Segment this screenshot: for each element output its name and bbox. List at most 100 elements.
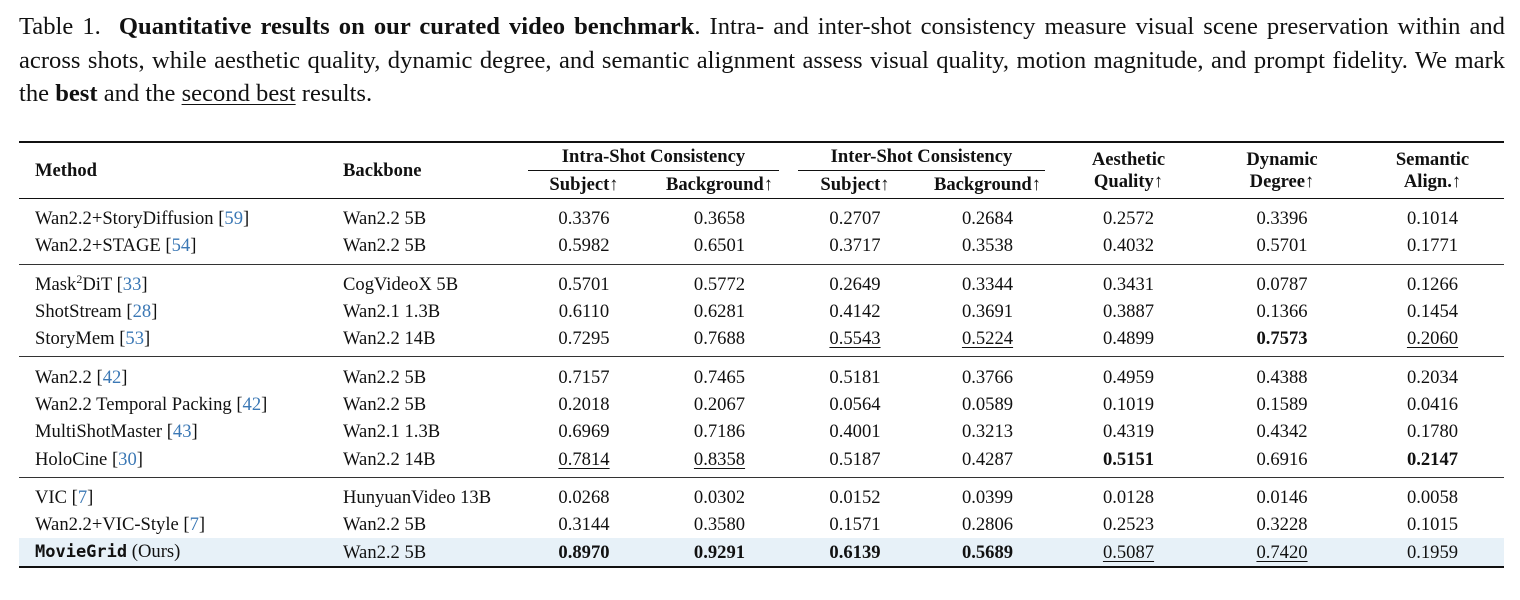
table-row: Mask2DiT [33] CogVideoX 5B 0.5701 0.5772… xyxy=(19,263,1505,298)
table-caption: Table 1. Quantitative results on our cur… xyxy=(19,10,1505,111)
value-cell: 0.7186 xyxy=(693,421,746,443)
header-dynamic-line1: Dynamic xyxy=(1246,148,1318,170)
citation-link[interactable]: 28 xyxy=(132,301,152,323)
value-cell: 0.1015 xyxy=(1406,514,1459,536)
table-row: Wan2.2 [42] Wan2.2 5B 0.7157 0.7465 0.51… xyxy=(19,356,1505,391)
caption-best-word: best xyxy=(55,80,98,107)
value-cell: 0.4899 xyxy=(1102,328,1155,350)
value-cell: 0.4001 xyxy=(829,421,881,443)
table-row-ours: MovieGrid (Ours) Wan2.2 5B 0.8970 0.9291… xyxy=(19,538,1505,569)
value-cell: 0.3144 xyxy=(558,514,610,536)
backbone-cell: Wan2.2 5B xyxy=(343,208,427,230)
value-cell: 0.0564 xyxy=(829,393,881,415)
citation-link[interactable]: 33 xyxy=(122,273,142,295)
value-cell: 0.1454 xyxy=(1406,301,1459,323)
method-name-prefix: Mask xyxy=(35,273,77,295)
second-best-value: 0.2060 xyxy=(1406,328,1459,350)
citation-link[interactable]: 54 xyxy=(171,235,191,257)
value-cell: 0.5701 xyxy=(518,263,650,298)
second-best-value: 0.5543 xyxy=(829,328,881,350)
backbone-cell: Wan2.2 14B xyxy=(343,328,436,350)
value-cell: 0.4388 xyxy=(1203,356,1362,391)
method-name: Wan2.2 xyxy=(35,366,92,388)
second-best-value: 0.5224 xyxy=(961,328,1014,350)
method-cell: ShotStream [28] xyxy=(35,301,158,323)
citation-link[interactable]: 43 xyxy=(172,421,192,443)
header-aesthetic-line2: Quality↑ xyxy=(1093,170,1164,192)
citation-link[interactable]: 7 xyxy=(189,514,199,536)
value-cell: 0.6916 xyxy=(1256,448,1308,470)
citation-link[interactable]: 42 xyxy=(242,393,262,415)
value-cell: 0.0589 xyxy=(961,393,1014,415)
method-cell: Wan2.2+StoryDiffusion [59] xyxy=(35,208,250,230)
method-name: Wan2.2 Temporal Packing xyxy=(35,393,232,415)
ours-label: (Ours) xyxy=(131,541,181,563)
value-cell: 0.4959 xyxy=(1054,356,1204,391)
value-cell: 0.7157 xyxy=(518,356,650,391)
value-cell: 0.7420 xyxy=(1203,538,1362,569)
value-cell: 0.8358 xyxy=(650,445,789,477)
value-cell: 0.7814 xyxy=(518,445,650,477)
method-name: HoloCine xyxy=(35,448,108,470)
value-cell: 0.2060 xyxy=(1361,325,1504,357)
header-method: Method xyxy=(19,141,343,199)
value-cell: 0.2707 xyxy=(829,208,881,230)
backbone-cell: Wan2.2 5B xyxy=(343,538,518,569)
citation-link[interactable]: 53 xyxy=(125,328,144,350)
table-row: VIC [7] HunyuanVideo 13B 0.0268 0.0302 0… xyxy=(19,476,1505,511)
value-cell: 0.3396 xyxy=(1256,208,1308,230)
citation-link[interactable]: 59 xyxy=(224,208,244,230)
citation-link[interactable]: 30 xyxy=(118,448,137,470)
value-cell: 0.7688 xyxy=(693,328,746,350)
header-inter-shot-label: Inter-Shot Consistency xyxy=(798,146,1045,171)
value-cell: 0.5701 xyxy=(1256,235,1308,257)
value-cell: 0.5181 xyxy=(789,356,921,391)
value-cell: 0.5772 xyxy=(650,263,789,298)
header-semantic: Semantic Align.↑ xyxy=(1361,141,1505,199)
header-row-2: Subject↑ Background↑ Subject↑ Background… xyxy=(19,171,1504,199)
value-cell: 0.1266 xyxy=(1361,263,1505,298)
caption-tail: results. xyxy=(295,80,373,107)
method-name: VIC xyxy=(35,486,68,508)
value-cell: 0.3376 xyxy=(558,208,610,230)
value-cell: 0.0399 xyxy=(921,476,1055,511)
results-table-wrapper: Method Backbone Intra-Shot Consistency I… xyxy=(19,141,1505,569)
value-cell: 0.4342 xyxy=(1256,421,1308,443)
header-intra-shot-label: Intra-Shot Consistency xyxy=(527,146,780,171)
table-row: Wan2.2+STAGE [54] Wan2.2 5B 0.5982 0.650… xyxy=(19,232,1504,264)
citation-link[interactable]: 42 xyxy=(102,366,122,388)
value-cell: 0.5224 xyxy=(921,325,1054,357)
table-row: ShotStream [28] Wan2.1 1.3B 0.6110 0.628… xyxy=(19,298,1504,325)
citation-link[interactable]: 7 xyxy=(77,486,88,508)
value-cell: 0.6969 xyxy=(558,421,610,443)
value-cell: 0.2523 xyxy=(1102,514,1155,536)
value-cell: 0.7295 xyxy=(558,328,610,350)
method-name-superscript: 2 xyxy=(76,271,83,286)
header-dynamic-line2: Degree↑ xyxy=(1249,170,1315,192)
method-cell: Wan2.2 Temporal Packing [42] xyxy=(35,393,268,415)
value-cell: 0.5982 xyxy=(558,235,610,257)
value-cell: 0.2034 xyxy=(1361,356,1505,391)
backbone-cell: Wan2.2 5B xyxy=(343,356,518,391)
value-cell: 0.2649 xyxy=(789,263,921,298)
value-cell: 0.3717 xyxy=(829,235,881,257)
table-row: MultiShotMaster [43] Wan2.1 1.3B 0.6969 … xyxy=(19,418,1504,445)
header-semantic-line2: Align.↑ xyxy=(1403,170,1462,192)
header-aesthetic: Aesthetic Quality↑ xyxy=(1054,141,1204,199)
value-cell: 0.3213 xyxy=(961,421,1014,443)
value-cell: 0.0152 xyxy=(789,476,921,511)
table-row: Wan2.2+StoryDiffusion [59] Wan2.2 5B 0.3… xyxy=(19,199,1504,233)
best-value: 0.5151 xyxy=(1102,448,1155,470)
value-cell: 0.6281 xyxy=(693,301,746,323)
best-value: 0.5689 xyxy=(921,538,1055,569)
method-cell: Wan2.2+STAGE [54] xyxy=(35,235,197,257)
second-best-value: 0.7814 xyxy=(558,448,610,470)
value-cell: 0.5543 xyxy=(789,325,921,357)
header-inter-subject: Subject↑ xyxy=(789,171,921,199)
second-best-value: 0.8358 xyxy=(693,448,746,470)
value-cell: 0.0128 xyxy=(1054,476,1204,511)
caption-text: . Intra- and inter-shot consistency meas… xyxy=(19,13,1505,107)
value-cell: 0.1014 xyxy=(1406,208,1459,230)
backbone-cell: Wan2.1 1.3B xyxy=(343,301,441,323)
table-row: HoloCine [30] Wan2.2 14B 0.7814 0.8358 0… xyxy=(19,445,1504,477)
